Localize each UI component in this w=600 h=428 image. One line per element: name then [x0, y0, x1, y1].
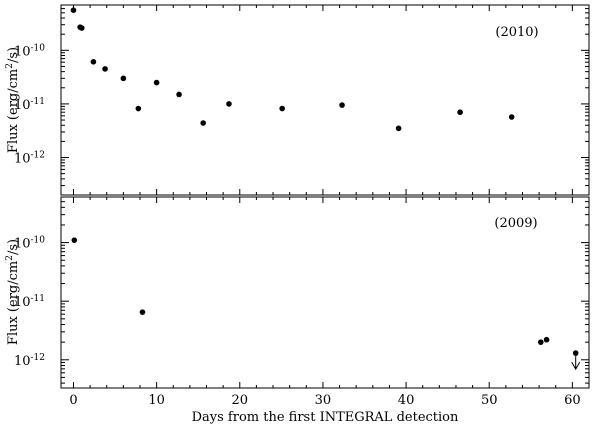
panel-2010-data-point	[200, 120, 206, 126]
panel-2010-data-point	[508, 114, 515, 120]
panel-2010-data-point	[279, 105, 285, 112]
panel-2010-data-point	[226, 101, 232, 107]
panel-2010-data-point	[339, 102, 345, 108]
panel-2009-data-point	[572, 350, 579, 356]
panel-2010-data-point	[176, 91, 182, 98]
panel-2009: (2009) Flux (erg/cm2/s) 10-10 10-11 10-12	[5, 196, 590, 389]
panel-2010-data-point	[70, 7, 77, 13]
panel-2009-frame	[60, 196, 590, 389]
x-tick-label: 60	[564, 393, 581, 408]
x-axis-label: Days from the first INTEGRAL detection	[192, 410, 459, 425]
panel-2010-label: (2010)	[495, 25, 538, 40]
panel-2009-data-point	[543, 336, 550, 343]
y-tick-label: 10-10	[14, 236, 45, 252]
x-axis: Days from the first INTEGRAL detection 0…	[69, 393, 580, 425]
panel-2009-data-point	[139, 309, 146, 315]
panel-2009-ylabel: Flux (erg/cm2/s)	[5, 239, 21, 345]
panel-2009-label: (2009)	[494, 216, 537, 231]
panel-2010-data-point	[395, 125, 402, 132]
x-tick-label: 10	[148, 393, 165, 408]
x-tick-label: 30	[315, 393, 332, 408]
panel-2010-data-point	[135, 105, 142, 112]
x-tick-label: 20	[231, 393, 248, 408]
panel-2010-data-point	[120, 75, 127, 82]
panel-2010-data-point	[457, 109, 463, 116]
panel-2010-ylabel: Flux (erg/cm2/s)	[5, 47, 21, 153]
panel-2009-upper-limit-arrow	[571, 356, 581, 371]
panel-2010-frame	[60, 4, 590, 196]
x-tick-label: 50	[481, 393, 498, 408]
panel-2010-data-point	[78, 25, 85, 31]
panel-2009-data-point	[537, 339, 544, 345]
y-tick-label: 10-11	[14, 97, 45, 113]
y-tick-label: 10-10	[14, 43, 45, 59]
x-tick-label: 0	[69, 393, 77, 408]
panel-2010-data-point	[153, 79, 160, 86]
panel-2010: (2010) Flux (erg/cm2/s) 10-10 10-11 10-12	[5, 4, 590, 196]
panel-2010-data-point	[102, 66, 108, 72]
panel-2009-data-point	[71, 237, 78, 243]
y-tick-label: 10-12	[14, 151, 45, 167]
y-tick-label: 10-11	[14, 294, 45, 310]
panel-2010-data-point	[90, 59, 97, 65]
x-tick-label: 40	[398, 393, 415, 408]
y-tick-label: 10-12	[14, 353, 45, 369]
